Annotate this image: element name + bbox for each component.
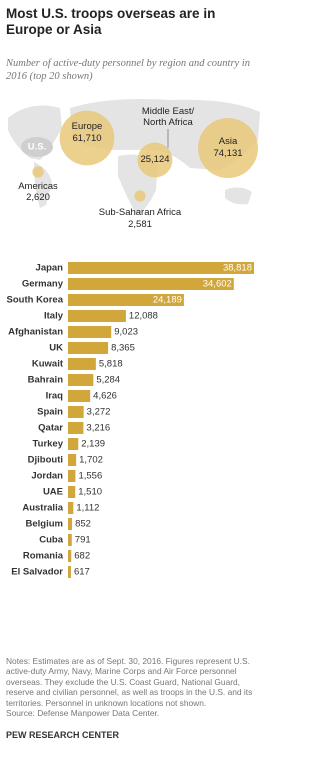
notes: Notes: Estimates are as of Sept. 30, 201… <box>6 656 262 718</box>
bar <box>68 422 84 434</box>
bar <box>68 518 73 530</box>
region-label: Sub-Saharan Africa <box>98 207 182 218</box>
bar <box>68 358 96 370</box>
value-label: 24,189 <box>153 295 182 306</box>
value-label: 682 <box>74 551 90 562</box>
subtitle: Number of active-duty personnel by regio… <box>6 58 250 82</box>
region-label: Asia <box>218 136 238 147</box>
bar <box>68 550 72 562</box>
value-label: 852 <box>75 519 91 530</box>
category-label: Qatar <box>38 423 63 434</box>
bar <box>68 534 72 546</box>
title: Most U.S. troops overseas are in Europe … <box>6 6 216 37</box>
value-label: 1,556 <box>78 471 102 482</box>
us-label: U.S. <box>28 142 46 153</box>
bar <box>68 278 234 290</box>
region-label: Europe <box>71 121 103 132</box>
bar <box>68 438 79 450</box>
category-label: South Korea <box>7 295 64 306</box>
source: Source: Defense Manpower Data Center. <box>6 708 160 719</box>
value-label: 34,602 <box>203 279 232 290</box>
value-label: 38,818 <box>223 263 252 274</box>
value-label: 1,510 <box>78 487 102 498</box>
bar <box>68 310 126 322</box>
category-label: Djibouti <box>28 455 63 466</box>
value-label: 1,702 <box>79 455 103 466</box>
region-value: 2,581 <box>128 219 152 230</box>
value-label: 5,818 <box>99 359 123 370</box>
category-label: Romania <box>23 551 64 562</box>
category-label: Kuwait <box>32 359 64 370</box>
category-label: Jordan <box>31 471 63 482</box>
bar <box>68 262 254 274</box>
value-label: 3,272 <box>87 407 111 418</box>
us-shape <box>21 137 53 157</box>
category-label: Afghanistan <box>8 327 63 338</box>
region-value: 2,620 <box>26 192 50 203</box>
region-value: 25,124 <box>140 154 170 165</box>
category-label: Japan <box>36 263 64 274</box>
bubble <box>32 166 44 178</box>
category-label: Germany <box>22 279 64 290</box>
bar <box>68 326 112 338</box>
bar <box>68 566 71 578</box>
bar <box>68 342 109 354</box>
category-label: UK <box>49 343 63 354</box>
chart: U.S. Japan 38,818 Germany 34,602 South Korea 2… <box>7 99 260 578</box>
bar <box>68 390 91 402</box>
bubble <box>134 190 146 202</box>
value-label: 9,023 <box>114 327 138 338</box>
region-label: Middle East/ North Africa <box>141 106 195 128</box>
value-label: 791 <box>75 535 91 546</box>
category-label: El Salvador <box>11 567 63 578</box>
category-label: UAE <box>43 487 63 498</box>
region-value: 74,131 <box>213 148 243 159</box>
value-label: 5,284 <box>96 375 120 386</box>
category-label: Spain <box>37 407 63 418</box>
value-label: 2,139 <box>81 439 105 450</box>
bar <box>68 486 76 498</box>
footer: PEW RESEARCH CENTER <box>6 730 120 740</box>
value-label: 617 <box>74 567 90 578</box>
bar <box>68 502 74 514</box>
bar <box>68 454 77 466</box>
page: {"title":"Most U.S. troops overseas are … <box>6 6 262 740</box>
category-label: Italy <box>44 311 64 322</box>
value-label: 4,626 <box>93 391 117 402</box>
notes-text: Notes: Estimates are as of Sept. 30, 201… <box>6 656 253 708</box>
value-label: 1,112 <box>76 503 99 514</box>
category-label: Cuba <box>39 535 63 546</box>
category-label: Belgium <box>26 519 63 530</box>
category-label: Australia <box>22 503 63 514</box>
bar <box>68 470 76 482</box>
bar <box>68 294 184 306</box>
value-label: 12,088 <box>129 311 158 322</box>
bubble <box>137 142 173 178</box>
category-label: Turkey <box>33 439 64 450</box>
value-label: 8,365 <box>111 343 135 354</box>
region-label: Americas <box>18 181 58 192</box>
bar <box>68 374 94 386</box>
region-value: 61,710 <box>72 133 102 144</box>
bubble <box>198 118 258 178</box>
category-label: Iraq <box>46 391 64 402</box>
bar <box>68 406 84 418</box>
value-label: 3,216 <box>86 423 110 434</box>
category-label: Bahrain <box>28 375 64 386</box>
bubble <box>59 110 115 166</box>
